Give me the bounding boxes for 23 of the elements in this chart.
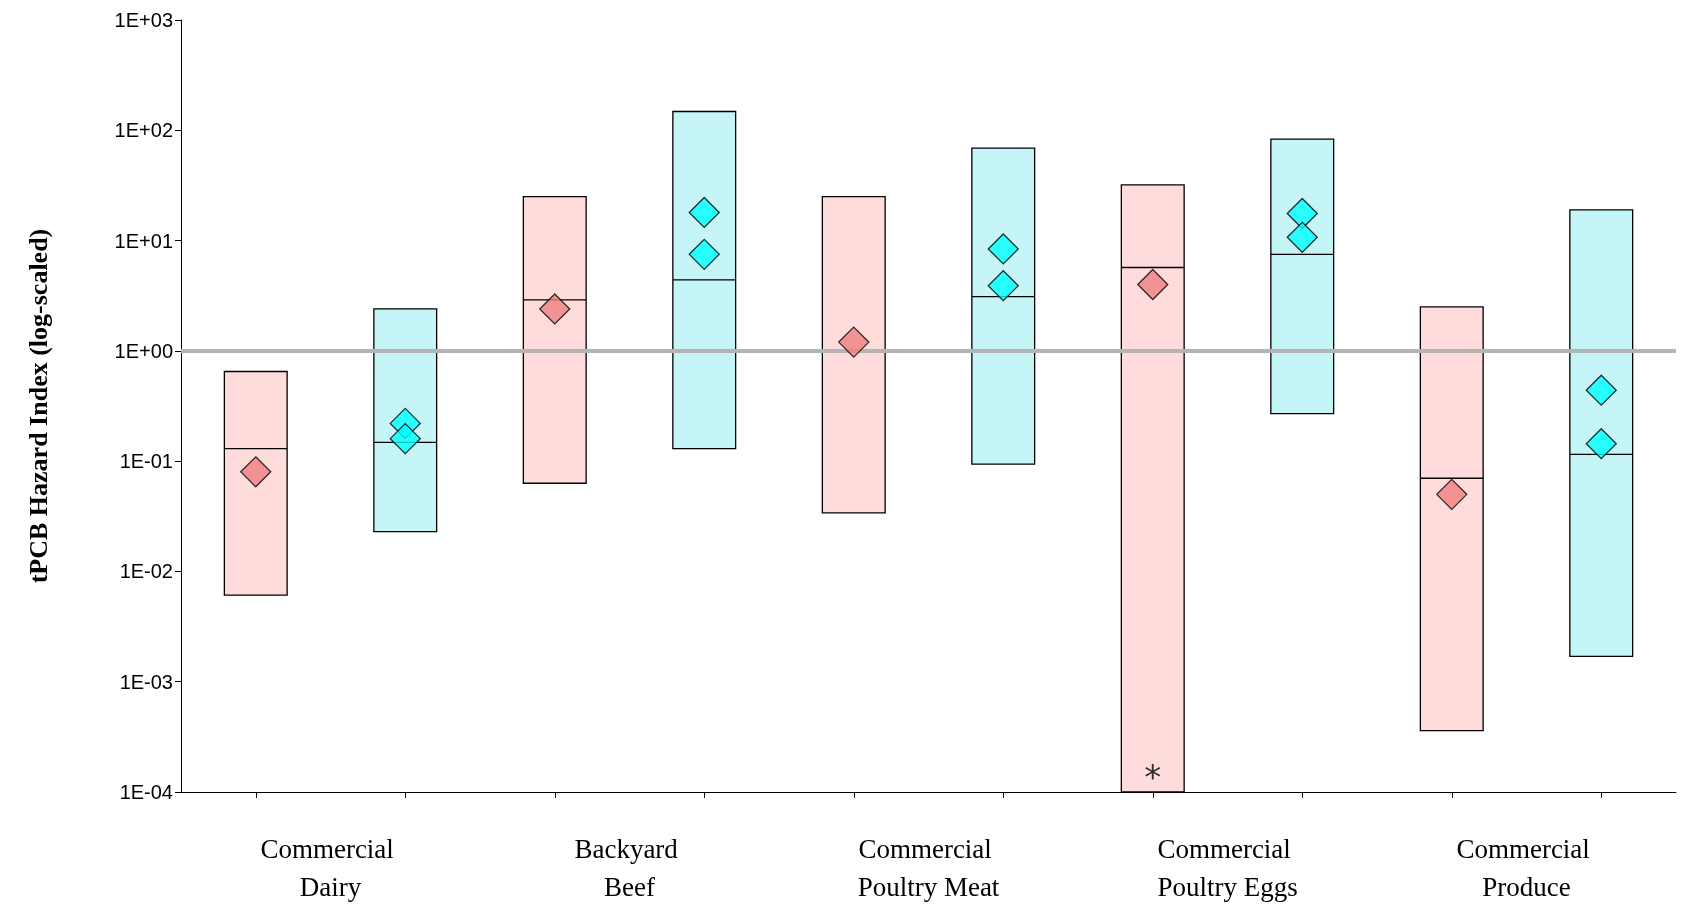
y-tick-label: 1E-02 — [119, 560, 173, 583]
x-tick-label: Commercial Produce — [1456, 834, 1597, 902]
y-tick-label: 1E-04 — [119, 781, 173, 803]
y-tick-label: 1E+00 — [114, 339, 173, 362]
x-tick-label: Commercial Dairy — [260, 834, 401, 902]
point — [1585, 428, 1617, 460]
x-tick-label: Backyard Beef — [574, 834, 685, 902]
point — [688, 238, 720, 270]
x-tick-label: Commercial Poultry Eggs — [1157, 834, 1298, 902]
y-tick-label: 1E+03 — [114, 9, 173, 31]
x-tick-label: Commercial Poultry Meat — [857, 834, 1000, 902]
y-tick-label: 1E-03 — [119, 670, 173, 693]
point — [987, 233, 1019, 265]
point — [987, 270, 1019, 302]
annotation: * — [1144, 757, 1162, 797]
point — [1286, 221, 1318, 253]
y-tick-label: 1E+02 — [114, 119, 173, 142]
point — [688, 196, 720, 229]
y-axis-title: tPCB Hazard Index (log-scaled) — [23, 228, 53, 584]
point — [389, 422, 421, 455]
y-tick-label: 1E-01 — [119, 450, 173, 473]
y-tick-label: 1E+01 — [114, 229, 173, 252]
point — [1585, 374, 1617, 406]
